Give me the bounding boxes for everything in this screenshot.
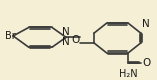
Text: N: N bbox=[142, 19, 150, 29]
Text: Br: Br bbox=[5, 31, 16, 41]
Text: N: N bbox=[62, 27, 70, 37]
Text: N: N bbox=[62, 37, 70, 47]
Text: O: O bbox=[72, 35, 80, 45]
Text: O: O bbox=[142, 58, 151, 68]
Text: H₂N: H₂N bbox=[119, 69, 138, 79]
